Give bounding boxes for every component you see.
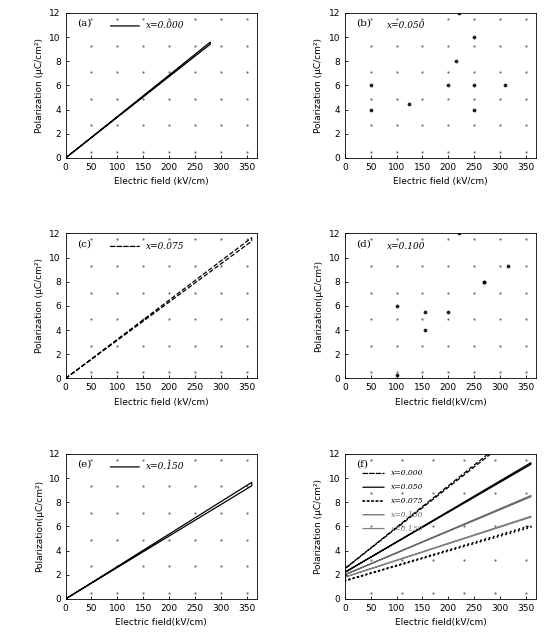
x=0.150 bbox=[423, 547, 430, 554]
x=0.150 bbox=[458, 536, 464, 544]
x=0.075 bbox=[528, 522, 534, 529]
Line: x=0.075: x=0.075 bbox=[345, 526, 531, 581]
x=0.050 bbox=[341, 569, 348, 576]
Y-axis label: Polarization (μC/cm²): Polarization (μC/cm²) bbox=[314, 38, 323, 133]
x=0.050 bbox=[380, 546, 386, 554]
X-axis label: Electric field (kV/cm): Electric field (kV/cm) bbox=[114, 398, 208, 407]
Text: x=0.075: x=0.075 bbox=[146, 242, 184, 251]
x=0.000 bbox=[405, 515, 412, 523]
X-axis label: Electric field(kV/cm): Electric field(kV/cm) bbox=[394, 618, 486, 627]
x=0.150 bbox=[492, 524, 499, 532]
Text: x=0.000: x=0.000 bbox=[146, 21, 184, 30]
Text: (b): (b) bbox=[356, 19, 371, 28]
x=0.100 bbox=[423, 536, 430, 544]
x=0.000 bbox=[371, 541, 377, 549]
x=0.050 bbox=[492, 480, 499, 488]
Line: x=0.150: x=0.150 bbox=[345, 516, 531, 577]
Text: (c): (c) bbox=[77, 239, 91, 248]
Y-axis label: Polarization (μC/cm²): Polarization (μC/cm²) bbox=[314, 479, 323, 574]
Line: x=0.050: x=0.050 bbox=[345, 463, 531, 573]
x=0.100 bbox=[341, 571, 348, 578]
Text: x=0.150: x=0.150 bbox=[146, 462, 184, 471]
Line: x=0.100: x=0.100 bbox=[345, 496, 531, 574]
x=0.100 bbox=[505, 501, 512, 509]
Text: x=0.050: x=0.050 bbox=[391, 483, 423, 491]
Text: x=0.100: x=0.100 bbox=[391, 511, 423, 519]
x=0.050 bbox=[458, 501, 464, 509]
X-axis label: Electric field (kV/cm): Electric field (kV/cm) bbox=[393, 177, 488, 186]
x=0.100 bbox=[458, 522, 464, 530]
x=0.075 bbox=[458, 544, 464, 551]
x=0.050 bbox=[505, 472, 512, 480]
Y-axis label: Polarization(μC/cm²): Polarization(μC/cm²) bbox=[314, 260, 323, 352]
Text: x=0.150: x=0.150 bbox=[391, 525, 423, 533]
x=0.100 bbox=[341, 571, 348, 578]
Line: x=0.000: x=0.000 bbox=[345, 453, 490, 569]
x=0.000 bbox=[459, 471, 465, 478]
x=0.000 bbox=[400, 519, 406, 527]
x=0.000 bbox=[432, 494, 439, 502]
x=0.150 bbox=[341, 573, 348, 581]
Y-axis label: Polarization (μC/cm²): Polarization (μC/cm²) bbox=[34, 38, 44, 133]
x=0.000 bbox=[341, 565, 348, 573]
x=0.050 bbox=[423, 521, 430, 529]
x=0.150 bbox=[505, 520, 512, 527]
x=0.100 bbox=[528, 492, 534, 500]
X-axis label: Electric field(kV/cm): Electric field(kV/cm) bbox=[394, 398, 486, 407]
x=0.075 bbox=[341, 577, 348, 585]
x=0.100 bbox=[380, 554, 386, 562]
x=0.075 bbox=[492, 532, 499, 540]
Text: (a): (a) bbox=[77, 19, 91, 28]
Text: x=0.075: x=0.075 bbox=[391, 497, 423, 505]
x=0.075 bbox=[341, 577, 348, 585]
Y-axis label: Polarization (μC/cm²): Polarization (μC/cm²) bbox=[34, 258, 44, 354]
x=0.075 bbox=[416, 555, 423, 563]
x=0.000 bbox=[486, 449, 493, 457]
x=0.150 bbox=[380, 561, 386, 569]
Text: x=0.100: x=0.100 bbox=[387, 242, 426, 251]
Text: x=0.050: x=0.050 bbox=[387, 21, 426, 30]
Y-axis label: Polarization(μC/cm²): Polarization(μC/cm²) bbox=[34, 480, 44, 573]
x=0.000 bbox=[469, 462, 476, 470]
X-axis label: Electric field (kV/cm): Electric field (kV/cm) bbox=[114, 177, 208, 186]
Text: (f): (f) bbox=[356, 460, 368, 469]
x=0.150 bbox=[341, 573, 348, 581]
X-axis label: Electric field(kV/cm): Electric field(kV/cm) bbox=[115, 618, 207, 627]
x=0.100 bbox=[492, 507, 499, 515]
x=0.075 bbox=[505, 528, 512, 536]
x=0.050 bbox=[341, 569, 348, 576]
x=0.100 bbox=[416, 540, 423, 547]
x=0.150 bbox=[416, 549, 423, 557]
Text: (d): (d) bbox=[356, 239, 371, 248]
x=0.075 bbox=[380, 565, 386, 573]
x=0.000 bbox=[341, 565, 348, 573]
x=0.050 bbox=[416, 525, 423, 533]
Text: (e): (e) bbox=[77, 460, 91, 469]
Text: x=0.000: x=0.000 bbox=[391, 469, 423, 477]
x=0.075 bbox=[423, 553, 430, 561]
x=0.050 bbox=[528, 459, 534, 467]
x=0.150 bbox=[528, 513, 534, 520]
